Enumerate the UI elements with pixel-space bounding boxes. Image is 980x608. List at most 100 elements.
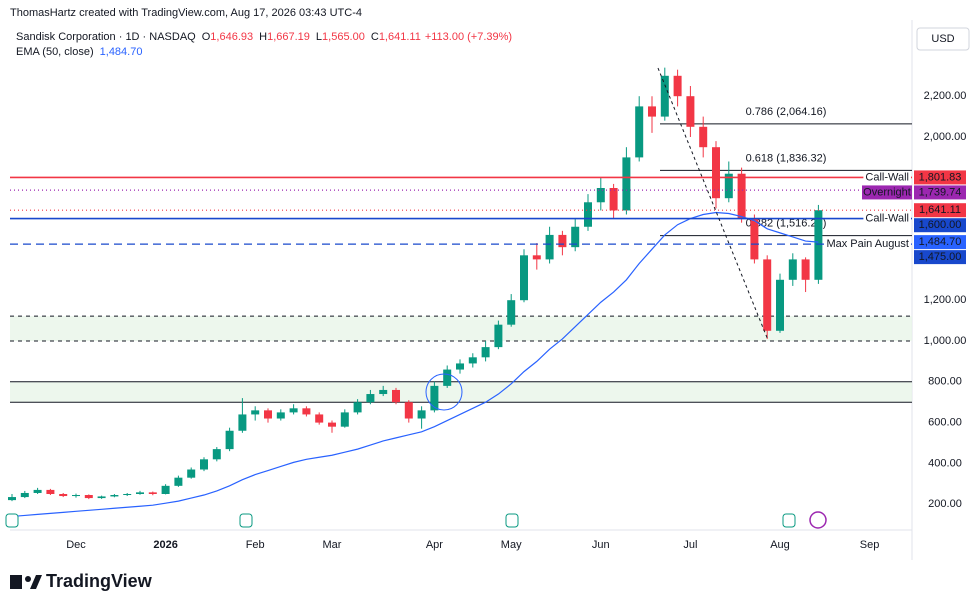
candle-body (737, 173, 746, 219)
level-name: Max Pain August (826, 238, 909, 250)
candle-body (648, 106, 656, 117)
ohlc-value: 1,646.93 (210, 31, 253, 43)
x-tick-label: 2026 (153, 539, 177, 551)
logo-mark (10, 575, 22, 589)
candle-body (558, 234, 567, 248)
y-tick-label: 800.00 (928, 376, 962, 388)
logo-mark (25, 576, 31, 582)
level-name-box (862, 185, 912, 200)
candle-body (443, 369, 452, 386)
candle-body (264, 410, 272, 419)
ema-line (11, 211, 819, 518)
candle-body (187, 469, 196, 478)
candle-body (340, 412, 349, 427)
earnings-icon[interactable] (239, 513, 253, 528)
candle-body (660, 75, 669, 117)
candle-body (801, 259, 810, 280)
price-tag-label: 1,641.11 (919, 204, 961, 216)
y-tick-label: 2,000.00 (924, 131, 967, 143)
currency: USD (931, 33, 954, 45)
highlight-circle (425, 373, 463, 411)
symbol: Sandisk Corporation · 1D · NASDAQ (16, 31, 196, 43)
ohlc-key: L (316, 31, 322, 43)
y-tick-label: 200.00 (928, 498, 962, 510)
level-name: Call-Wall (865, 213, 909, 225)
ohlc-value: 1,641.11 (379, 31, 421, 43)
candle-body (289, 408, 298, 413)
price-tag-label: 1,739.74 (919, 186, 962, 198)
level-name-bg (824, 238, 911, 251)
x-tick-label: Dec (66, 539, 86, 551)
candle-body (507, 300, 516, 325)
candle-body (468, 357, 477, 364)
candle-body (532, 255, 541, 260)
price-tag-label: 1,475.00 (919, 251, 962, 263)
candle-body (225, 430, 234, 450)
attribution: ThomasHartz created with TradingView.com… (10, 7, 362, 19)
price-tag-label: 1,484.70 (919, 236, 962, 248)
event-icons (5, 511, 827, 529)
candle-body (430, 385, 439, 411)
price-tag (914, 185, 966, 200)
ema-line: EMA (50, close) 1,484.70 (16, 46, 142, 58)
price-tag (914, 170, 966, 185)
earnings-icon[interactable] (505, 513, 519, 528)
zone (10, 381, 912, 403)
candle-body (686, 96, 695, 127)
logo-mark (30, 575, 42, 589)
x-tick-label: Sep (860, 539, 880, 551)
level-name-bg (863, 212, 911, 225)
candle-body (571, 226, 580, 248)
candle-body (609, 187, 618, 211)
y-tick-label: 1,000.00 (924, 335, 967, 347)
price-tag (914, 235, 966, 250)
level-name: Overnight (863, 186, 911, 198)
candle-body (596, 187, 605, 203)
fib-label: 0.786 (2,064.16) (746, 106, 827, 118)
candle-body (417, 410, 426, 419)
candle-body (212, 449, 221, 460)
ema-name: EMA (50, close) (16, 46, 94, 58)
candle-body (379, 389, 388, 395)
candle-body (673, 75, 682, 97)
x-tick-label: Apr (426, 539, 443, 551)
candle-body (366, 394, 375, 403)
candle-body (46, 489, 55, 494)
candle-body (699, 126, 708, 148)
candle-body (750, 218, 759, 260)
ohlc-value: 1,667.19 (267, 31, 310, 43)
earnings-icon[interactable] (5, 513, 19, 528)
candle-body (59, 493, 68, 497)
candle-body (545, 234, 554, 260)
change: +113.00 (+7.39%) (425, 31, 512, 43)
candle-body (123, 493, 132, 496)
fib-label: 0.382 (1,516.26) (746, 218, 827, 230)
candle-body (584, 202, 592, 227)
candle-body (20, 492, 29, 498)
currency-box[interactable] (916, 27, 970, 51)
price-tag (914, 218, 966, 233)
brand: TradingView (46, 571, 153, 591)
candle-body (456, 363, 464, 370)
candle-body (635, 106, 644, 158)
event-icon[interactable] (809, 511, 827, 529)
x-tick-label: Jun (592, 539, 610, 551)
candle-body (404, 402, 413, 419)
price-tag (914, 203, 966, 218)
candle-body (776, 279, 784, 331)
header-line: Sandisk Corporation · 1D · NASDAQ O1,646.… (16, 31, 512, 43)
candle-body (520, 255, 528, 301)
fib-label: 0.618 (1,836.32) (746, 152, 827, 164)
ema-value: 1,484.70 (100, 46, 143, 58)
candle-body (174, 477, 183, 486)
candle-body (622, 157, 631, 211)
candle-body (84, 495, 93, 499)
y-tick-label: 2,200.00 (924, 90, 967, 102)
candle-body (353, 402, 362, 413)
price-tag-label: 1,801.83 (919, 171, 962, 183)
candle-body (97, 496, 106, 499)
zone (10, 316, 912, 341)
earnings-icon[interactable] (782, 513, 796, 528)
